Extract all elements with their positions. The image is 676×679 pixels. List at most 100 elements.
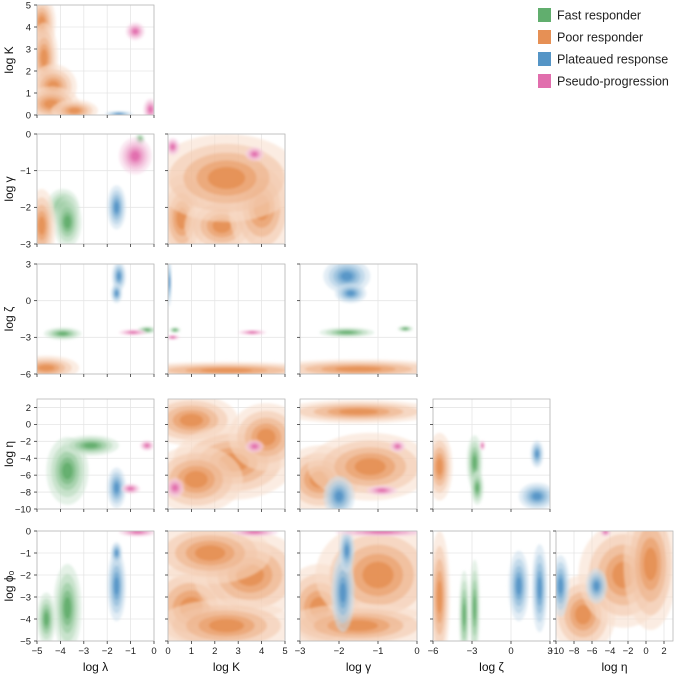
density-contour — [62, 462, 73, 480]
density-blob-plateaued-response — [531, 544, 548, 633]
density-contour — [58, 332, 68, 336]
density-blob-poor-responder — [433, 531, 450, 641]
density-contour — [370, 531, 394, 534]
density-contour — [63, 597, 71, 619]
y-tick-label: 0 — [26, 526, 31, 537]
y-tick-label: 2 — [26, 403, 31, 414]
density-blob-plateaued-response — [110, 542, 123, 564]
panel-phi0-vs-eta: −10 −8 −6 −4 −2 0 2 log η — [548, 530, 674, 674]
panel-frame — [36, 263, 155, 375]
density-contour — [184, 470, 208, 488]
density-blob-fast-responder — [44, 327, 82, 340]
x-tick-label: −3 — [467, 646, 478, 657]
panel-frame — [299, 398, 418, 510]
density-contour — [128, 487, 133, 490]
density-contour — [44, 612, 49, 626]
y-tick-label: 5 — [26, 0, 31, 11]
x-tick-label: −10 — [548, 646, 564, 657]
x-axis-label: log ζ — [479, 660, 504, 674]
x-tick-label: 5 — [282, 646, 287, 657]
density-layer — [37, 134, 152, 244]
panel-frame — [36, 133, 155, 245]
density-contour — [115, 550, 118, 556]
density-blob-pseudo-progression — [366, 485, 398, 496]
density-contour — [114, 577, 119, 595]
legend-label: Plateaued response — [557, 53, 668, 67]
density-blob-fast-responder — [62, 435, 119, 456]
density-blob-fast-responder — [397, 325, 414, 332]
density-layer — [168, 264, 285, 374]
panel-frame — [167, 263, 286, 375]
y-tick-label: 3 — [26, 259, 31, 270]
density-blob-pseudo-progression — [168, 477, 185, 498]
density-contour — [132, 29, 138, 34]
x-tick-label: −3 — [295, 646, 306, 657]
y-tick-label: −4 — [20, 454, 31, 465]
density-contour — [346, 290, 355, 296]
density-blob-plateaued-response — [585, 568, 608, 604]
y-tick-label: −6 — [20, 470, 31, 481]
y-tick-label: −2 — [20, 437, 31, 448]
density-contour — [344, 545, 349, 557]
density-blob-plateaued-response — [518, 482, 550, 509]
density-contour — [537, 577, 542, 600]
panel-eta-vs-zeta — [430, 398, 551, 512]
y-tick-label: −2 — [20, 570, 31, 581]
panel-background — [433, 531, 550, 641]
density-blob-plateaued-response — [110, 283, 123, 304]
panel-frame — [167, 530, 286, 642]
density-layer — [168, 134, 285, 244]
density-blob-fast-responder — [470, 470, 484, 505]
x-tick-label: 0 — [508, 646, 513, 657]
density-contour — [481, 444, 484, 447]
density-contour — [144, 328, 150, 332]
panel-phi0-vs-K: 0 1 2 3 4 5 log K — [165, 530, 288, 674]
density-blob-pseudo-progression — [139, 440, 154, 451]
density-contour — [256, 428, 276, 446]
x-tick-label: −4 — [55, 646, 66, 657]
x-tick-label: 0 — [165, 646, 170, 657]
density-blob-plateaued-response — [508, 550, 530, 622]
y-axis-label: log K — [2, 46, 16, 73]
x-tick-label: −6 — [428, 646, 439, 657]
density-layer — [168, 399, 285, 509]
x-tick-label: −6 — [587, 646, 598, 657]
panel-background — [37, 264, 154, 374]
density-blob-poor-responder — [433, 432, 453, 501]
density-contour — [335, 491, 343, 502]
x-axis-label: log η — [601, 660, 627, 674]
density-layer — [300, 531, 417, 641]
density-blob-fast-responder — [459, 570, 470, 641]
panel-frame — [36, 530, 155, 642]
panel-frame — [432, 398, 551, 510]
density-contour — [475, 483, 479, 493]
x-tick-label: −1 — [373, 646, 384, 657]
legend-label: Fast responder — [557, 9, 641, 23]
density-contour — [593, 581, 600, 591]
y-tick-label: −10 — [15, 504, 31, 515]
density-blob-pseudo-progression — [121, 483, 140, 494]
density-contour — [172, 485, 178, 491]
density-contour — [532, 492, 542, 500]
density-blob-plateaued-response — [168, 264, 172, 307]
panel-frame — [299, 530, 418, 642]
density-blob-poor-responder — [168, 531, 271, 584]
density-contour — [362, 561, 394, 589]
density-layer — [556, 531, 673, 641]
density-blob-poor-responder — [168, 445, 243, 509]
panel-phi0-vs-gamma: −3 −2 −1 0 log γ — [295, 530, 420, 674]
density-contour — [200, 368, 253, 373]
panel-zeta-vs-K — [165, 263, 286, 377]
x-tick-label: 3 — [236, 646, 241, 657]
legend-swatch — [538, 8, 551, 22]
panel-K-vs-lambda: 0 1 2 3 4 5 log K — [2, 0, 155, 121]
density-contour — [114, 482, 119, 493]
density-contour — [395, 444, 400, 448]
y-tick-label: −1 — [20, 166, 31, 177]
density-contour — [436, 458, 443, 476]
density-blob-plateaued-response — [530, 440, 544, 468]
density-contour — [168, 276, 171, 289]
x-tick-label: −5 — [32, 646, 43, 657]
density-blob-pseudo-progression — [238, 330, 267, 335]
